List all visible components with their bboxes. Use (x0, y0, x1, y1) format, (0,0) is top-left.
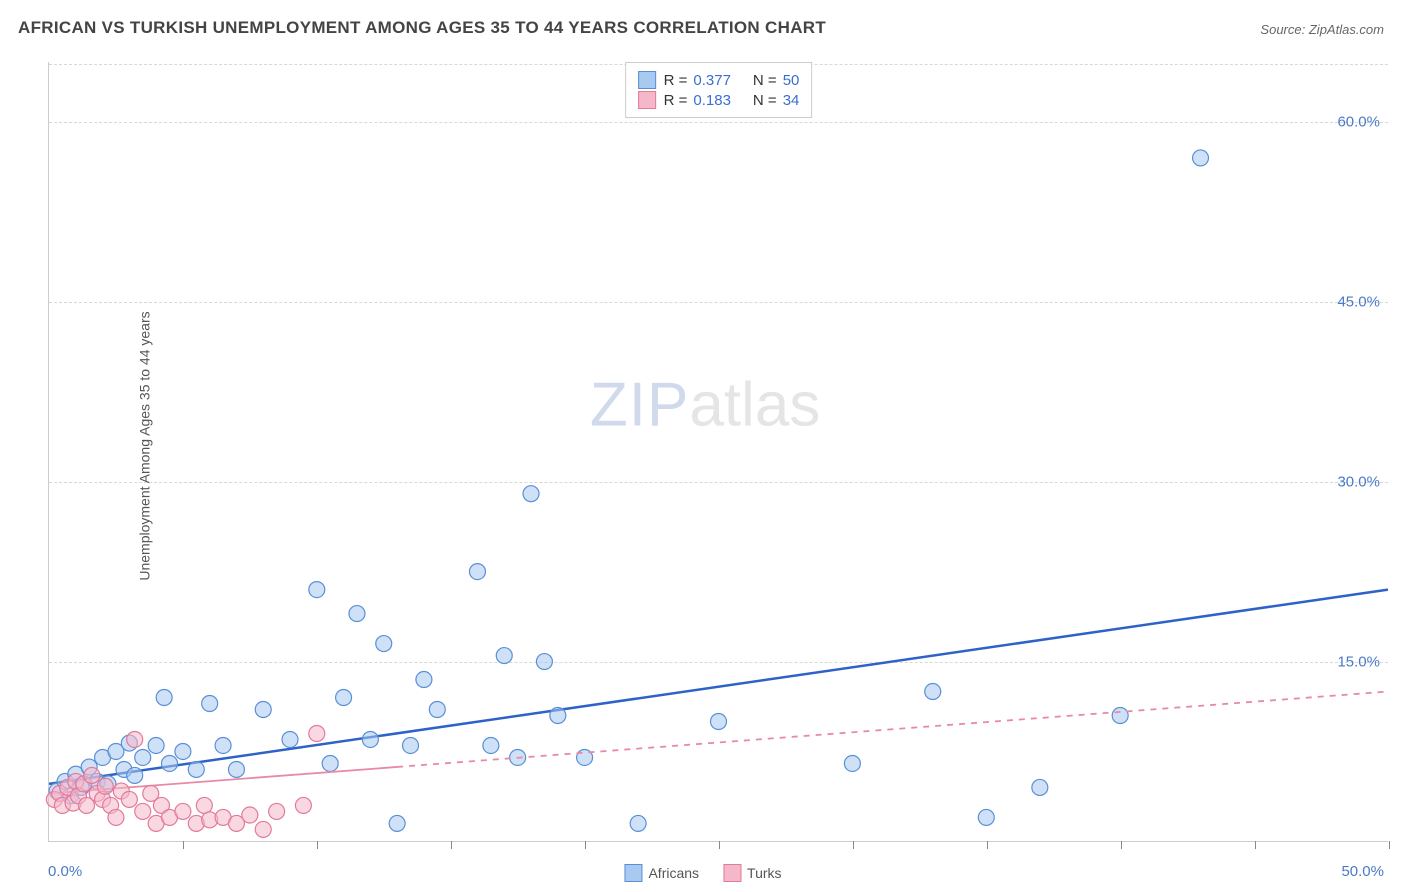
series-legend-label: Africans (648, 865, 699, 881)
scatter-point (156, 690, 172, 706)
scatter-point (269, 803, 285, 819)
scatter-point (550, 708, 566, 724)
legend-n-label: N = (753, 92, 777, 109)
scatter-point (925, 684, 941, 700)
x-tick (1121, 841, 1122, 849)
trend-line-dashed (397, 692, 1388, 767)
scatter-point (1193, 150, 1209, 166)
x-axis-min-label: 0.0% (48, 863, 82, 880)
legend-r-value: 0.183 (693, 92, 731, 109)
x-tick (451, 841, 452, 849)
scatter-point (242, 807, 258, 823)
scatter-point (536, 654, 552, 670)
scatter-point (496, 648, 512, 664)
series-legend: Africans Turks (624, 864, 781, 882)
scatter-point (295, 797, 311, 813)
legend-n-value: 34 (783, 92, 800, 109)
x-tick (987, 841, 988, 849)
x-axis-max-label: 50.0% (1341, 863, 1384, 880)
legend-r-label: R = (664, 72, 688, 89)
series-legend-item: Africans (624, 864, 699, 882)
scatter-point (389, 815, 405, 831)
scatter-point (135, 803, 151, 819)
scatter-point (121, 791, 137, 807)
scatter-point (97, 778, 113, 794)
scatter-point (322, 755, 338, 771)
legend-swatch (638, 91, 656, 109)
legend-row: R = 0.183 N = 34 (638, 91, 800, 109)
scatter-point (844, 755, 860, 771)
x-tick (183, 841, 184, 849)
legend-swatch (624, 864, 642, 882)
scatter-point (403, 737, 419, 753)
x-tick (585, 841, 586, 849)
correlation-legend: R = 0.377 N = 50 R = 0.183 N = 34 (625, 62, 813, 118)
trend-line (49, 590, 1388, 784)
scatter-point (309, 725, 325, 741)
scatter-point (978, 809, 994, 825)
x-tick (853, 841, 854, 849)
scatter-point (469, 564, 485, 580)
scatter-point (255, 702, 271, 718)
scatter-point (188, 761, 204, 777)
scatter-point (162, 755, 178, 771)
scatter-point (309, 582, 325, 598)
legend-r-value: 0.377 (693, 72, 731, 89)
scatter-point (349, 606, 365, 622)
scatter-point (1112, 708, 1128, 724)
legend-n-value: 50 (783, 72, 800, 89)
source-name: ZipAtlas.com (1309, 22, 1384, 37)
scatter-point (228, 761, 244, 777)
scatter-point (175, 743, 191, 759)
scatter-point (215, 737, 231, 753)
scatter-point (148, 737, 164, 753)
scatter-point (336, 690, 352, 706)
scatter-point (196, 797, 212, 813)
scatter-point (127, 767, 143, 783)
scatter-point (202, 696, 218, 712)
scatter-point (127, 731, 143, 747)
scatter-point (362, 731, 378, 747)
scatter-point (630, 815, 646, 831)
scatter-point (135, 749, 151, 765)
scatter-point (523, 486, 539, 502)
scatter-point (175, 803, 191, 819)
chart-title: AFRICAN VS TURKISH UNEMPLOYMENT AMONG AG… (18, 18, 826, 38)
x-tick (719, 841, 720, 849)
legend-row: R = 0.377 N = 50 (638, 71, 800, 89)
legend-swatch (638, 71, 656, 89)
source-label: Source: (1260, 22, 1305, 37)
x-tick (1255, 841, 1256, 849)
scatter-point (255, 821, 271, 837)
scatter-point (416, 672, 432, 688)
scatter-point (376, 636, 392, 652)
legend-n-label: N = (753, 72, 777, 89)
scatter-point (282, 731, 298, 747)
plot-area: 15.0%30.0%45.0%60.0% ZIPatlas R =0.377N … (48, 62, 1388, 842)
series-legend-label: Turks (747, 865, 781, 881)
scatter-point (84, 767, 100, 783)
legend-r-label: R = (664, 92, 688, 109)
scatter-point (108, 809, 124, 825)
scatter-point (1032, 779, 1048, 795)
chart-source: Source: ZipAtlas.com (1260, 22, 1384, 37)
scatter-point (429, 702, 445, 718)
x-tick (317, 841, 318, 849)
legend-text: R = 0.183 N = 34 (664, 92, 800, 109)
scatter-point (710, 714, 726, 730)
scatter-point (483, 737, 499, 753)
legend-text: R = 0.377 N = 50 (664, 72, 800, 89)
legend-swatch (723, 864, 741, 882)
x-tick (1389, 841, 1390, 849)
series-legend-item: Turks (723, 864, 781, 882)
scatter-svg (49, 62, 1388, 841)
